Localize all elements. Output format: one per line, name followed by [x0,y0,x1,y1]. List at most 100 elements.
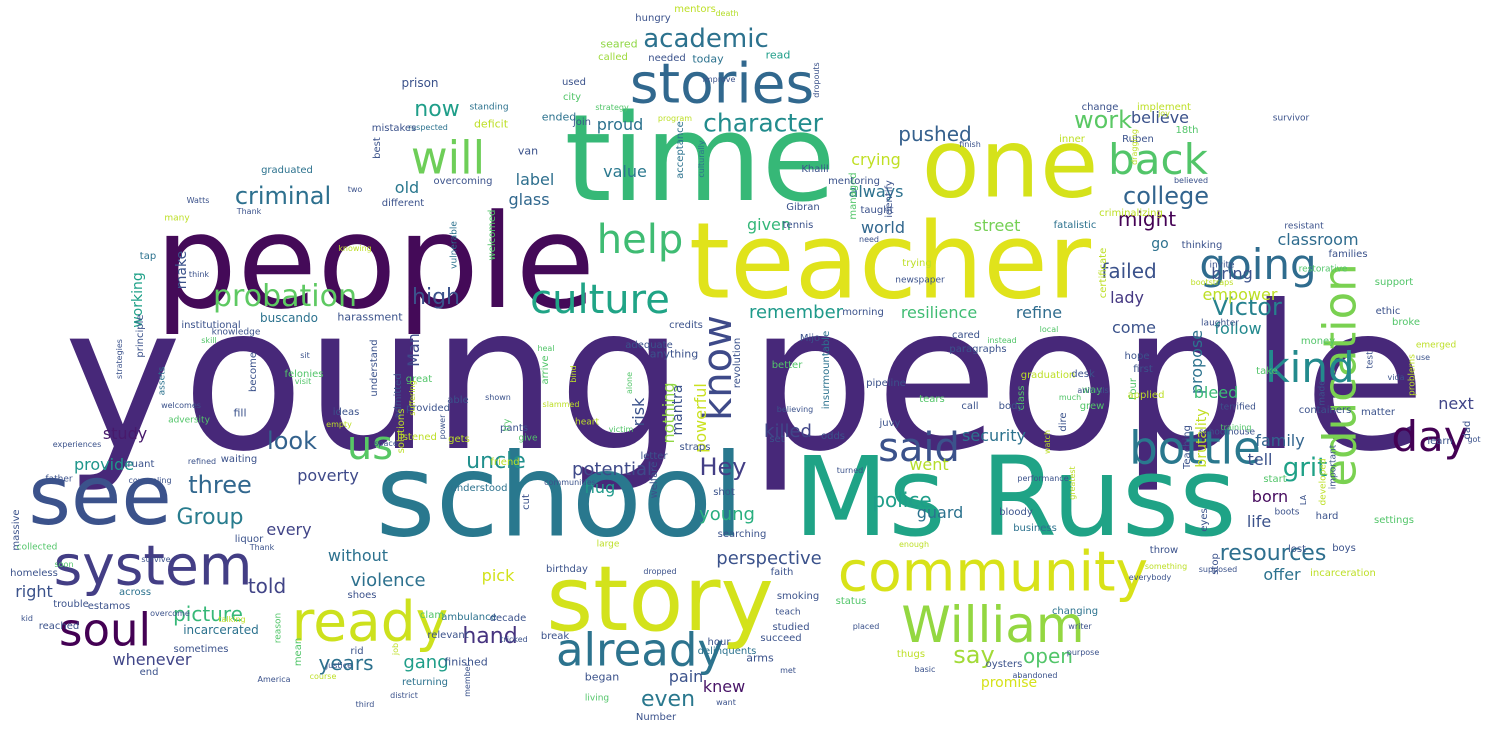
word-communities: communities [544,478,596,487]
word-say: say [953,641,995,669]
word-change: change [1081,102,1119,113]
word-teacher: teacher [688,200,1092,323]
word-use: use [1415,353,1431,362]
word-trouble: trouble [53,599,89,610]
word-straps: straps [679,442,711,453]
word-massive: massive [11,509,22,551]
word-money: money [1300,336,1336,347]
word-refine: refine [1015,303,1063,322]
word-matter: matter [1361,407,1395,418]
word-empower: empower [1202,285,1278,304]
word-gibran: Gibran [786,202,820,213]
word-harassment: harassment [337,310,403,324]
word-teaching: Teaching [1182,425,1193,469]
word-called: called [598,52,628,63]
word-met: met [780,666,796,675]
word-oysters: oysters [985,659,1023,670]
word-picture: picture [173,602,243,626]
word-incarcerated: incarcerated [183,623,259,637]
word-think: think [188,270,210,279]
word-desk: desk [1071,369,1095,380]
word-read: read [765,48,791,62]
word-gang: gang [403,652,449,673]
word-born: born [1251,487,1289,506]
word-thugs: thugs [896,649,926,660]
word-bring: bring [1211,264,1253,283]
word-liquor: liquor [234,534,264,545]
word-violence: violence [350,570,426,591]
word-culturally: culturally [697,140,706,178]
word-uncle: uncle [466,449,526,474]
word-trying: trying [902,258,932,269]
word-juvy: juvy [879,418,901,429]
word-gets: gets [448,434,470,445]
word-teach: teach [775,607,801,618]
word-business: business [1013,523,1057,534]
word-help: help [596,217,684,263]
word-paragraphs: paragraphs [949,344,1007,355]
word-course: course [309,672,337,681]
word-shoes: shoes [347,590,377,601]
word-resilience: resilience [900,303,978,322]
word-many: many [164,213,190,224]
word-fill: fill [233,406,247,420]
word-brutality: brutality [1194,408,1210,468]
word-poverty: poverty [297,466,359,485]
word-went: went [909,455,949,474]
word-reached: reached [38,621,80,632]
word-third: third [355,700,375,709]
word-writer: writer [1068,622,1092,631]
word-used: used [561,77,587,88]
word-one: one [921,109,1099,220]
word-end: end [139,667,159,678]
word-mijo: Mijo [799,333,821,344]
word-placed: placed [852,622,880,631]
word-across: across [118,587,152,598]
word-best: best [372,137,383,159]
word-heart: heart [575,417,599,428]
word-revolution: revolution [732,337,743,389]
word-visit: visit [294,377,312,386]
word-hug: hug [584,478,616,497]
word-truant: truant [123,459,155,470]
word-city: city [562,92,582,103]
word-now: now [414,97,460,122]
word-ruben: Ruben [1122,134,1154,145]
word-go: go [1151,236,1169,252]
word-terrified: terrified [1220,402,1256,413]
word-got: got [1467,435,1481,444]
word-number: Number [635,712,677,723]
word-odds: odds [820,431,846,442]
word-start: start [1263,474,1287,485]
word-mentoring: mentoring [828,176,880,187]
word-value: value [603,162,647,181]
word-instead: instead [987,336,1017,345]
word-thinking: thinking [1181,240,1223,251]
word-overcoming: overcoming [433,176,493,187]
word-remember: remember [748,302,844,323]
word-security: security [962,426,1026,445]
word-turned: turned [836,466,864,475]
word-van: van [517,144,539,158]
word-cut: cut [521,494,532,510]
word-tears: tears [919,394,945,405]
word-able: able [447,395,469,406]
word-today: today [692,52,724,66]
word-decade: decade [489,613,527,624]
word-collected: collected [16,542,58,553]
word-estamos: estamos [87,601,131,612]
word-arrive: arrive [540,355,551,385]
word-make: make [174,250,190,290]
word-two: two [347,185,363,194]
word-way: way [1081,385,1103,396]
word-invite: invite [1209,260,1235,271]
word-felonies: felonies [284,369,324,380]
word-homeless: homeless [10,568,58,579]
word-newspaper: newspaper [895,275,945,286]
word-knew: knew [702,677,746,696]
word-everybody: everybody [1128,573,1172,582]
word-character: character [703,108,823,138]
word-classroom: classroom [1277,230,1359,249]
word-tricked: tricked [500,635,528,644]
